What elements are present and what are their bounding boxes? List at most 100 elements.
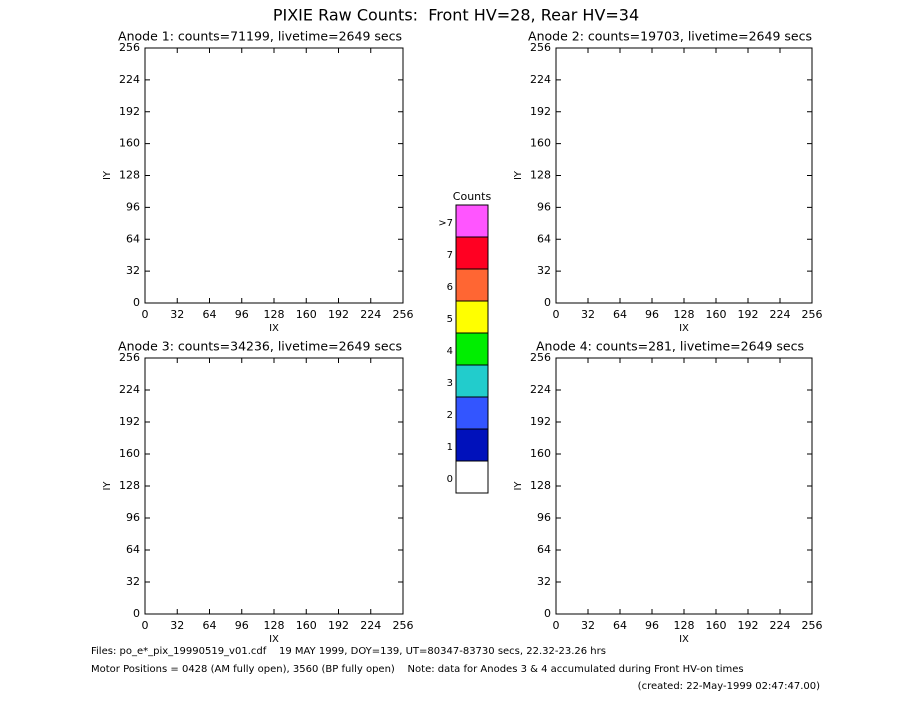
x-tick-label: 96 bbox=[235, 308, 249, 321]
y-tick-label: 96 bbox=[126, 511, 140, 524]
y-axis-label: IY bbox=[102, 170, 113, 180]
y-axis-label: IY bbox=[513, 481, 524, 491]
y-tick-label: 0 bbox=[133, 607, 140, 620]
colorbar-label: 4 bbox=[447, 346, 453, 357]
x-tick-label: 96 bbox=[235, 619, 249, 632]
x-tick-label: 256 bbox=[393, 619, 414, 632]
y-tick-label: 224 bbox=[119, 73, 140, 86]
x-tick-label: 192 bbox=[328, 308, 349, 321]
plot-frame bbox=[144, 357, 404, 615]
x-tick-label: 256 bbox=[393, 308, 414, 321]
colorbar-swatch bbox=[455, 236, 489, 270]
y-tick-label: 256 bbox=[530, 41, 551, 54]
colorbar-label: 5 bbox=[447, 314, 453, 325]
y-tick-label: 160 bbox=[119, 137, 140, 150]
plot-frame bbox=[555, 357, 813, 615]
panel-title: Anode 4: counts=281, livetime=2649 secs bbox=[536, 339, 804, 354]
footer-created: (created: 22-May-1999 02:47:47.00) bbox=[638, 681, 820, 692]
x-tick-label: 0 bbox=[142, 308, 149, 321]
panel-title: Anode 2: counts=19703, livetime=2649 sec… bbox=[528, 29, 812, 44]
x-tick-label: 192 bbox=[328, 619, 349, 632]
x-tick-label: 32 bbox=[581, 308, 595, 321]
x-tick-label: 128 bbox=[264, 619, 285, 632]
x-tick-label: 160 bbox=[706, 308, 727, 321]
footer-motor: Motor Positions = 0428 (AM fully open), … bbox=[91, 664, 744, 675]
y-tick-label: 192 bbox=[119, 415, 140, 428]
x-tick-label: 32 bbox=[170, 619, 184, 632]
y-tick-label: 256 bbox=[119, 41, 140, 54]
x-tick-label: 128 bbox=[674, 308, 695, 321]
plot-frame bbox=[144, 47, 404, 304]
x-tick-label: 160 bbox=[296, 308, 317, 321]
x-tick-label: 192 bbox=[738, 308, 759, 321]
x-axis-label: IX bbox=[269, 323, 279, 334]
x-tick-label: 128 bbox=[674, 619, 695, 632]
colorbar-label: 3 bbox=[447, 378, 453, 389]
y-tick-label: 160 bbox=[530, 137, 551, 150]
x-tick-label: 0 bbox=[142, 619, 149, 632]
y-tick-label: 0 bbox=[544, 607, 551, 620]
y-tick-label: 224 bbox=[530, 73, 551, 86]
x-tick-label: 64 bbox=[203, 619, 217, 632]
y-tick-label: 224 bbox=[530, 383, 551, 396]
y-tick-label: 128 bbox=[530, 169, 551, 182]
colorbar-label: 2 bbox=[447, 410, 453, 421]
y-tick-label: 32 bbox=[537, 264, 551, 277]
x-tick-label: 32 bbox=[581, 619, 595, 632]
y-tick-label: 160 bbox=[530, 447, 551, 460]
x-tick-label: 96 bbox=[645, 308, 659, 321]
colorbar-swatch bbox=[455, 460, 489, 494]
y-tick-label: 256 bbox=[119, 351, 140, 364]
x-tick-label: 256 bbox=[802, 619, 823, 632]
y-axis-label: IY bbox=[102, 481, 113, 491]
x-tick-label: 64 bbox=[613, 619, 627, 632]
colorbar-swatch bbox=[455, 396, 489, 430]
y-tick-label: 192 bbox=[530, 105, 551, 118]
x-tick-label: 128 bbox=[264, 308, 285, 321]
y-tick-label: 224 bbox=[119, 383, 140, 396]
colorbar-swatch bbox=[455, 428, 489, 462]
x-tick-label: 224 bbox=[770, 619, 791, 632]
colorbar-label: 7 bbox=[447, 250, 453, 261]
x-tick-label: 32 bbox=[170, 308, 184, 321]
y-tick-label: 64 bbox=[126, 232, 140, 245]
colorbar-swatch bbox=[455, 300, 489, 334]
plot-frame bbox=[555, 47, 813, 304]
y-tick-label: 192 bbox=[119, 105, 140, 118]
y-tick-label: 256 bbox=[530, 351, 551, 364]
x-tick-label: 224 bbox=[770, 308, 791, 321]
x-axis-label: IX bbox=[679, 634, 689, 645]
colorbar-swatch bbox=[455, 268, 489, 302]
y-tick-label: 128 bbox=[119, 169, 140, 182]
x-tick-label: 224 bbox=[360, 619, 381, 632]
colorbar-swatch bbox=[455, 332, 489, 366]
y-tick-label: 192 bbox=[530, 415, 551, 428]
x-tick-label: 0 bbox=[553, 619, 560, 632]
y-tick-label: 128 bbox=[530, 479, 551, 492]
y-tick-label: 64 bbox=[537, 543, 551, 556]
x-tick-label: 256 bbox=[802, 308, 823, 321]
x-axis-label: IX bbox=[679, 323, 689, 334]
colorbar-swatch bbox=[455, 364, 489, 398]
y-axis-label: IY bbox=[513, 170, 524, 180]
y-tick-label: 32 bbox=[126, 264, 140, 277]
x-tick-label: 96 bbox=[645, 619, 659, 632]
colorbar-label: 6 bbox=[447, 282, 453, 293]
panel-title: Anode 3: counts=34236, livetime=2649 sec… bbox=[118, 339, 402, 354]
x-tick-label: 192 bbox=[738, 619, 759, 632]
colorbar-swatch bbox=[455, 204, 489, 238]
y-tick-label: 0 bbox=[544, 296, 551, 309]
x-tick-label: 160 bbox=[296, 619, 317, 632]
footer-files: Files: po_e*_pix_19990519_v01.cdf 19 MAY… bbox=[91, 646, 606, 657]
x-tick-label: 224 bbox=[360, 308, 381, 321]
colorbar-label: 0 bbox=[447, 474, 453, 485]
y-tick-label: 64 bbox=[537, 232, 551, 245]
y-tick-label: 32 bbox=[126, 575, 140, 588]
page-title: PIXIE Raw Counts: Front HV=28, Rear HV=3… bbox=[273, 6, 639, 25]
colorbar-label: >7 bbox=[438, 218, 453, 229]
y-tick-label: 128 bbox=[119, 479, 140, 492]
x-axis-label: IX bbox=[269, 634, 279, 645]
x-tick-label: 64 bbox=[203, 308, 217, 321]
panel-title: Anode 1: counts=71199, livetime=2649 sec… bbox=[118, 29, 402, 44]
